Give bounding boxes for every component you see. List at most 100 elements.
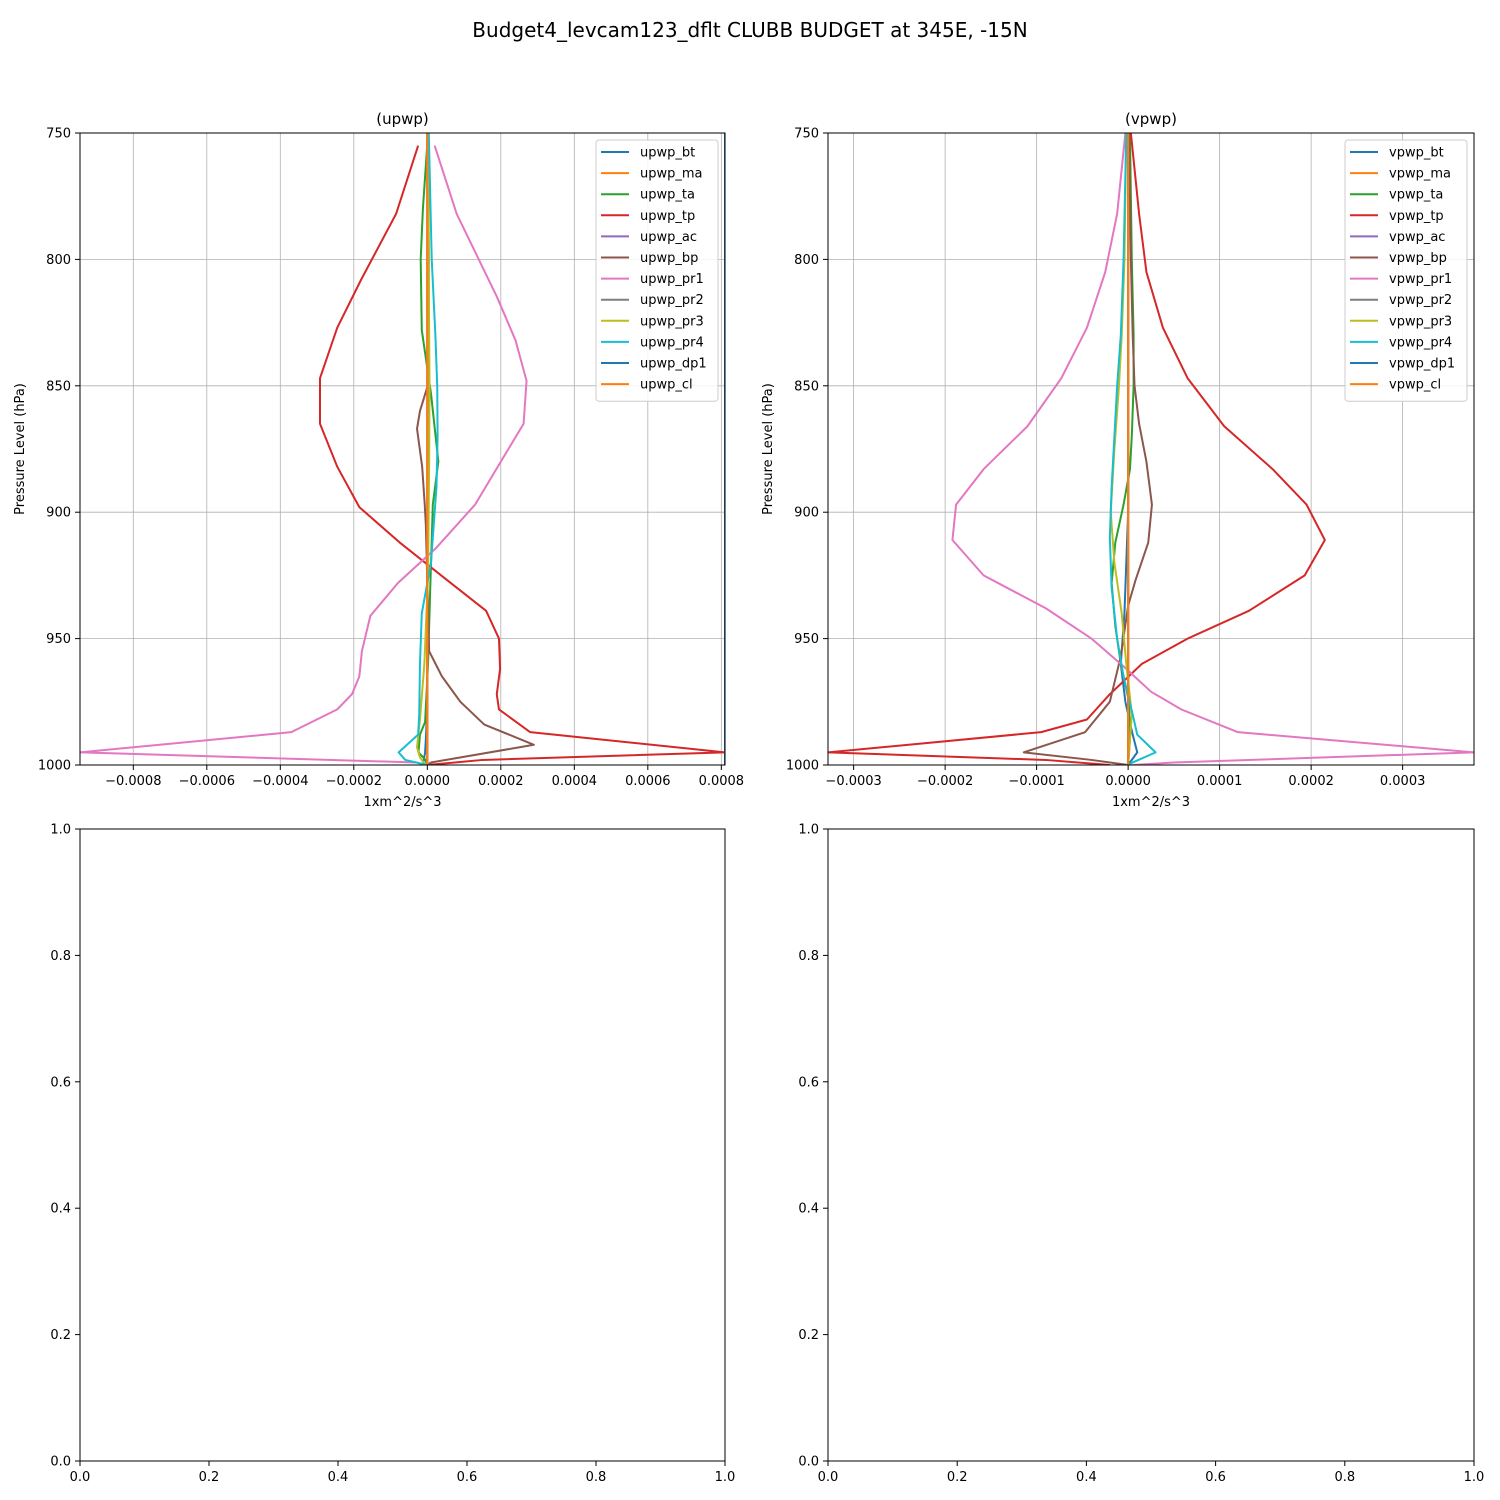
x-tick-label: 0.0002 [478, 774, 524, 789]
x-tick-label: 0.0 [70, 1470, 91, 1485]
y-tick-label: 800 [46, 253, 71, 268]
legend-label: upwp_ac [640, 230, 697, 245]
y-tick-label: 0.2 [50, 1328, 71, 1343]
y-tick-label: 800 [794, 253, 819, 268]
series-group [828, 133, 1474, 765]
x-tick-label: −0.0003 [825, 774, 881, 789]
x-tick-label: 0.6 [457, 1470, 478, 1485]
x-tick-label: −0.0006 [179, 774, 235, 789]
legend-label: vpwp_pr2 [1389, 293, 1452, 308]
x-tick-label: 0.8 [586, 1470, 607, 1485]
subplot-4: 0.0 0.2 0.4 0.6 0.8 1.0 0.0 0.2 0.4 0.6 0.8 1.0 [798, 823, 1484, 1486]
series-line-vpwp_pr1 [951, 133, 1474, 765]
legend-label: vpwp_ta [1389, 188, 1443, 203]
x-tick-label: 0.0001 [1197, 774, 1243, 789]
legend-label: upwp_ma [640, 167, 703, 182]
y-axis-label: Pressure Level (hPa) [13, 383, 28, 515]
legend-label: vpwp_ma [1389, 167, 1451, 182]
x-tick-label: 0.8 [1334, 1470, 1355, 1485]
legend-label: upwp_dp1 [640, 357, 707, 372]
y-tick-label: 950 [794, 632, 819, 647]
x-tick-label: 0.0000 [1105, 774, 1151, 789]
legend-label: vpwp_cl [1389, 378, 1441, 393]
legend-box [1344, 139, 1468, 402]
plot-area [80, 829, 725, 1461]
legend-label: upwp_bp [640, 251, 698, 266]
subplot-title: (upwp) [376, 110, 429, 128]
y-tick-label: 0.4 [50, 1202, 71, 1217]
legend: upwp_bt upwp_ma upwp_ta upwp_tp upwp_ac upwp_… [595, 139, 719, 402]
axes-frame [827, 132, 1475, 766]
x-axis-label: 1xm^2/s^3 [1112, 795, 1190, 810]
legend-label: vpwp_pr1 [1389, 272, 1452, 287]
legend-label: upwp_bt [640, 146, 695, 161]
y-tick-label: 0.2 [798, 1328, 819, 1343]
x-tick-label: 0.0004 [552, 774, 598, 789]
plot-area [828, 829, 1474, 1461]
legend-label: upwp_pr1 [640, 272, 704, 287]
y-tick-label: 1000 [786, 759, 819, 774]
legend-label: upwp_tp [640, 209, 695, 224]
x-tick-label: −0.0008 [105, 774, 161, 789]
x-tick-label: 0.4 [328, 1470, 349, 1485]
x-tick-label: 0.0 [818, 1470, 839, 1485]
y-tick-label: 1.0 [798, 823, 819, 838]
axes-frame [79, 132, 726, 766]
y-tick-label: 0.0 [50, 1455, 71, 1470]
y-tick-label: 1.0 [50, 823, 71, 838]
legend-label: vpwp_bp [1389, 251, 1447, 266]
legend-label: vpwp_pr3 [1389, 314, 1452, 329]
x-tick-label: 0.0006 [625, 774, 671, 789]
legend-label: vpwp_pr4 [1389, 335, 1452, 350]
x-tick-label: 0.0000 [405, 774, 451, 789]
x-axis-label: 1xm^2/s^3 [363, 795, 441, 810]
axes-frame [79, 828, 726, 1462]
y-tick-label: 0.6 [798, 1075, 819, 1090]
legend-box [595, 139, 719, 402]
axes-frame [827, 828, 1475, 1462]
y-tick-label: 0.4 [798, 1202, 819, 1217]
legend-label: upwp_pr2 [640, 293, 704, 308]
figure-suptitle: Budget4_levcam123_dflt CLUBB BUDGET at 3… [472, 18, 1027, 42]
y-tick-label: 1000 [38, 759, 71, 774]
y-tick-label: 0.8 [798, 949, 819, 964]
y-tick-label: 850 [46, 379, 71, 394]
series-group [80, 133, 725, 765]
subplot-1: −0.0008 −0.0006 −0.0004 −0.0002 0.0000 0.0002… [13, 110, 744, 810]
y-axis-label: Pressure Level (hPa) [761, 383, 776, 515]
legend-label: upwp_cl [640, 378, 693, 393]
x-tick-label: 0.6 [1205, 1470, 1226, 1485]
series-line-upwp_tp [318, 145, 725, 765]
y-tick-label: 850 [794, 379, 819, 394]
legend-label: vpwp_ac [1389, 230, 1445, 245]
y-tick-label: 900 [46, 506, 71, 521]
x-tick-label: 0.0008 [699, 774, 745, 789]
x-tick-label: −0.0002 [326, 774, 382, 789]
subplot-3: 0.0 0.2 0.4 0.6 0.8 1.0 0.0 0.2 0.4 0.6 0.8 1.0 [50, 823, 735, 1486]
series-line-upwp_pr1 [80, 145, 528, 765]
series-line-vpwp_pr4 [1108, 133, 1157, 765]
subplot-grid: −0.0008 −0.0006 −0.0004 −0.0002 0.0000 0.0002… [13, 110, 1484, 1485]
y-tick-label: 750 [794, 127, 819, 142]
x-tick-label: −0.0004 [252, 774, 308, 789]
y-tick-label: 950 [46, 632, 71, 647]
x-tick-label: −0.0001 [1008, 774, 1064, 789]
x-tick-label: 0.4 [1076, 1470, 1097, 1485]
series-line-vpwp_tp [828, 133, 1326, 765]
legend-label: upwp_pr4 [640, 335, 704, 350]
series-line-vpwp_bp [1022, 133, 1153, 765]
x-tick-label: −0.0002 [917, 774, 973, 789]
y-tick-label: 0.0 [798, 1455, 819, 1470]
subplot-title: (vpwp) [1125, 110, 1177, 128]
legend-label: vpwp_bt [1389, 146, 1444, 161]
subplot-2: −0.0003 −0.0002 −0.0001 0.0000 0.0001 0.0002 0… [761, 110, 1475, 810]
y-tick-label: 750 [46, 127, 71, 142]
x-tick-label: 0.2 [199, 1470, 220, 1485]
x-tick-label: 0.0002 [1288, 774, 1334, 789]
x-tick-label: 0.2 [947, 1470, 968, 1485]
x-tick-label: 1.0 [715, 1470, 736, 1485]
legend: vpwp_bt vpwp_ma vpwp_ta vpwp_tp vpwp_ac vpwp_… [1344, 139, 1468, 402]
legend-label: vpwp_tp [1389, 209, 1444, 224]
legend-label: vpwp_dp1 [1389, 357, 1455, 372]
